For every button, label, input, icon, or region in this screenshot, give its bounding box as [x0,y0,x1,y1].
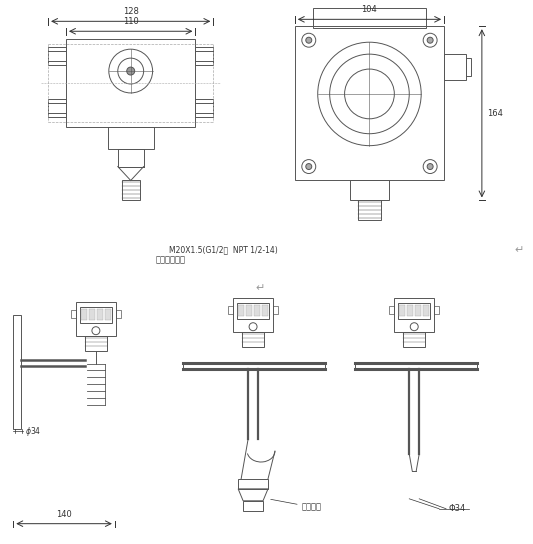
Bar [233,298,273,332]
Text: 140: 140 [56,510,72,519]
Text: 或由用户选定: 或由用户选定 [156,256,185,264]
Bar [403,332,425,347]
Text: M20X1.5(G1/2，  NPT 1/2-14): M20X1.5(G1/2， NPT 1/2-14) [168,245,277,255]
Bar [394,298,434,332]
Bar [76,302,116,336]
Bar [273,306,278,314]
Bar [407,305,413,316]
Bar [434,306,439,314]
Text: 导气电缆: 导气电缆 [302,502,322,511]
Text: 104: 104 [361,5,377,14]
Bar [116,310,121,318]
Bar [350,181,389,200]
Bar [444,54,466,80]
Bar [81,309,87,320]
Bar [398,303,430,319]
Text: Φ34: Φ34 [448,504,466,513]
Bar [122,181,140,200]
Bar [118,149,144,166]
Bar [295,26,444,181]
Circle shape [306,37,312,43]
Bar [80,307,112,323]
Circle shape [427,37,433,43]
Bar [85,336,107,350]
Bar [89,309,95,320]
Bar [13,315,21,429]
Bar [108,127,154,149]
Bar [237,303,269,319]
Bar [423,305,429,316]
Bar [105,309,111,320]
Bar [48,47,66,65]
Bar [196,99,213,117]
Text: ↵: ↵ [255,283,265,293]
Bar [313,8,426,28]
Bar [196,47,213,65]
Bar [97,309,103,320]
Text: 110: 110 [123,17,139,26]
Bar [238,305,244,316]
Bar [71,310,76,318]
Bar [399,305,405,316]
Circle shape [127,67,135,75]
Bar [389,306,394,314]
Bar [66,39,196,127]
Circle shape [306,164,312,170]
Bar [228,306,233,314]
Bar [238,479,268,489]
Bar [243,501,263,511]
Bar [262,305,268,316]
Bar [48,99,66,117]
Bar [415,305,421,316]
Text: $\phi$34: $\phi$34 [25,425,42,438]
Text: 128: 128 [123,7,139,16]
Text: ↵: ↵ [514,245,523,255]
Text: 164: 164 [487,109,503,118]
Bar [466,58,471,76]
Circle shape [427,164,433,170]
Bar [358,200,382,220]
Bar [254,305,260,316]
Bar [246,305,252,316]
Bar [242,332,264,347]
